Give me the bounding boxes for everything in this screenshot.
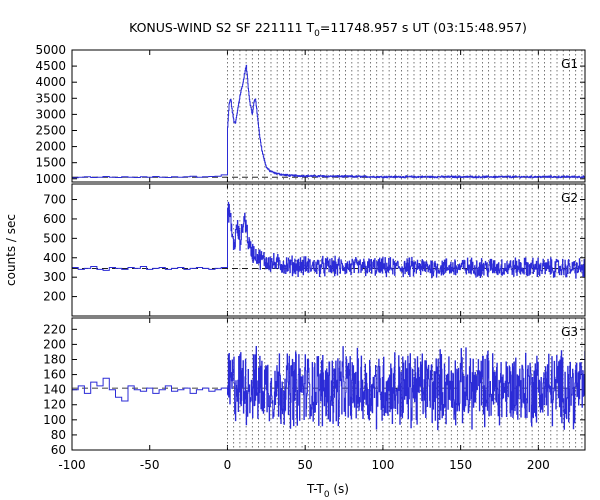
panel-frame bbox=[71, 183, 586, 317]
lightcurve-g2 bbox=[72, 201, 586, 279]
panels-group: 100015002000250030003500400045005000G120… bbox=[35, 43, 586, 472]
y-tick-label: 5000 bbox=[35, 43, 66, 57]
x-tick-label: 50 bbox=[298, 458, 313, 472]
x-tick-label: 150 bbox=[449, 458, 472, 472]
y-axis-label: counts / sec bbox=[4, 214, 18, 286]
panel-label: G2 bbox=[561, 191, 578, 205]
panel-frame bbox=[71, 317, 586, 451]
x-axis-label: T-T0 (s) bbox=[306, 482, 349, 500]
y-tick-label: 500 bbox=[43, 231, 66, 245]
x-tick-label: 200 bbox=[527, 458, 550, 472]
y-tick-label: 160 bbox=[43, 368, 66, 382]
y-tick-label: 220 bbox=[43, 322, 66, 336]
y-tick-label: 400 bbox=[43, 251, 66, 265]
panel-label: G3 bbox=[561, 325, 578, 339]
panel-label: G1 bbox=[561, 57, 578, 71]
y-tick-label: 60 bbox=[51, 443, 66, 457]
y-tick-label: 1500 bbox=[35, 156, 66, 170]
x-tick-label: -100 bbox=[58, 458, 85, 472]
y-tick-label: 1000 bbox=[35, 172, 66, 186]
lightcurve-g3 bbox=[72, 346, 586, 431]
lightcurve-g1 bbox=[72, 64, 586, 179]
x-tick-label: -50 bbox=[140, 458, 160, 472]
y-tick-label: 3500 bbox=[35, 91, 66, 105]
panel-g1: 1000 1500 2000 2500 3000 3500 4000 4500 5000 G1 bbox=[35, 43, 586, 186]
y-tick-label: 600 bbox=[43, 212, 66, 226]
panel-frame bbox=[71, 49, 586, 183]
y-tick-label: 200 bbox=[43, 337, 66, 351]
y-tick-label: 2000 bbox=[35, 140, 66, 154]
x-tick-label: 100 bbox=[371, 458, 394, 472]
y-tick-label: 100 bbox=[43, 413, 66, 427]
y-tick-label: 80 bbox=[51, 428, 66, 442]
y-tick-label: 2500 bbox=[35, 123, 66, 137]
y-tick-label: 4000 bbox=[35, 75, 66, 89]
y-tick-label: 140 bbox=[43, 383, 66, 397]
y-tick-label: 180 bbox=[43, 352, 66, 366]
x-tick-label: 0 bbox=[224, 458, 232, 472]
y-tick-label: 120 bbox=[43, 398, 66, 412]
y-tick-label: 300 bbox=[43, 270, 66, 284]
y-tick-label: 3000 bbox=[35, 107, 66, 121]
y-tick-label: 4500 bbox=[35, 59, 66, 73]
chart-title: KONUS-WIND S2 SF 221111 T0=11748.957 s U… bbox=[129, 20, 527, 39]
y-tick-label: 200 bbox=[43, 290, 66, 304]
y-tick-label: 700 bbox=[43, 193, 66, 207]
panel-g2: 200 300 400 500 600 700 G2 bbox=[43, 183, 586, 317]
